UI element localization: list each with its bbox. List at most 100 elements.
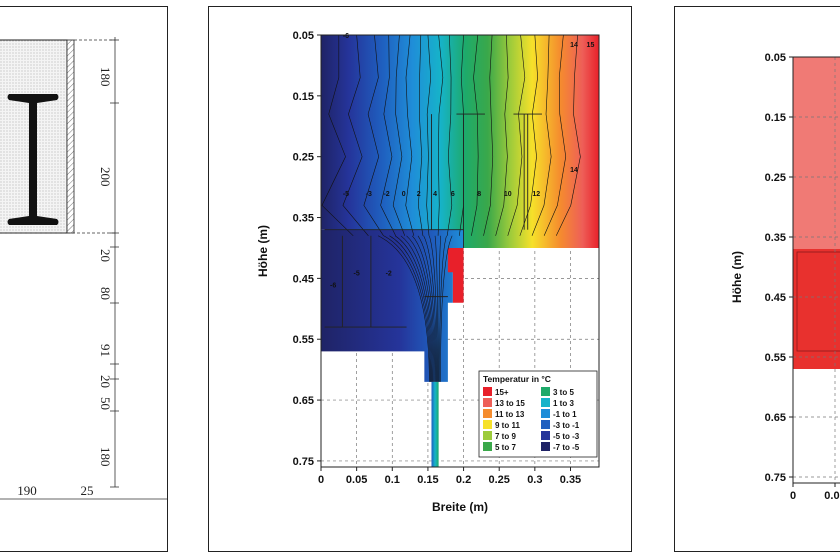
legend-box bbox=[478, 370, 598, 458]
x-tick-label: 0 bbox=[790, 490, 796, 502]
y-tick-label: 0.65 bbox=[765, 412, 786, 424]
contour-line bbox=[417, 35, 424, 236]
cross-section-panel: 180 200 20 80 91 20 50 180 190 25 bbox=[0, 6, 168, 552]
legend-label: 7 to 9 bbox=[495, 432, 516, 441]
dim-label: 20 bbox=[98, 375, 113, 388]
temperature-field-core bbox=[793, 249, 840, 369]
y-tick-label: 0.55 bbox=[293, 334, 314, 346]
contour-line bbox=[437, 35, 444, 236]
contour-label: 14 bbox=[570, 42, 578, 49]
contour-line bbox=[392, 35, 406, 236]
contour-label: 6 bbox=[451, 191, 455, 198]
x-tick-label: 0.3 bbox=[527, 474, 542, 486]
legend-swatch bbox=[483, 398, 492, 407]
y-tick-label: 0.15 bbox=[293, 91, 314, 103]
x-tick-label: 0.15 bbox=[417, 474, 438, 486]
contour-line bbox=[412, 235, 435, 382]
y-tick-label: 0.55 bbox=[765, 352, 786, 364]
contour-label: 2 bbox=[417, 191, 421, 198]
contour-line bbox=[426, 35, 432, 236]
x-tick-label: 0.2 bbox=[456, 474, 471, 486]
contour-label: -2 bbox=[386, 270, 392, 277]
contour-line bbox=[405, 35, 415, 236]
contour-line bbox=[383, 235, 431, 382]
cross-section-drawing: 180 200 20 80 91 20 50 180 190 25 bbox=[0, 37, 167, 500]
legend-label: 5 to 7 bbox=[495, 443, 516, 452]
x-tick-label: 0.35 bbox=[560, 474, 581, 486]
legend-label: -5 to -3 bbox=[553, 432, 580, 441]
y-axis-label: Höhe (m) bbox=[256, 225, 270, 277]
contour-line bbox=[342, 35, 369, 236]
y-tick-label: 0.45 bbox=[293, 273, 314, 285]
legend-swatch bbox=[483, 420, 492, 429]
dim-label: 190 bbox=[17, 483, 37, 498]
x-tick-label: 0.05 bbox=[824, 490, 840, 502]
legend-label: -7 to -5 bbox=[553, 443, 580, 452]
second-contour-panel: 0.05 0.15 0.25 0.35 0.45 0.55 0.65 0.75 0 0.05 Hö… bbox=[674, 6, 840, 552]
y-axis-label: Höhe (m) bbox=[730, 251, 744, 303]
legend-swatch bbox=[541, 387, 550, 396]
legend-label: 3 to 5 bbox=[553, 388, 574, 397]
contour-line bbox=[363, 35, 384, 236]
dim-label: 200 bbox=[98, 167, 113, 187]
y-tick-label: 0.35 bbox=[765, 232, 786, 244]
y-tick-label: 0.45 bbox=[765, 292, 786, 304]
structure-outline bbox=[796, 251, 840, 352]
legend-swatch bbox=[541, 409, 550, 418]
legend-label: 13 to 15 bbox=[495, 399, 525, 408]
contour-line bbox=[429, 235, 438, 382]
contour-label: -3 bbox=[366, 191, 372, 198]
temperature-field-stem bbox=[431, 381, 439, 467]
y-tick-label: 0.05 bbox=[293, 30, 314, 42]
y-tick-label: 0.35 bbox=[293, 213, 314, 225]
dim-label: 25 bbox=[81, 483, 94, 498]
dim-label: 20 bbox=[98, 249, 113, 262]
contour-line bbox=[555, 35, 581, 236]
legend-swatch bbox=[541, 431, 550, 440]
legend-swatch bbox=[541, 420, 550, 429]
y-tick-label: 0.75 bbox=[765, 472, 786, 484]
contour-line bbox=[438, 235, 442, 382]
y-tick-label: 0.25 bbox=[293, 152, 314, 164]
contour-label: 4 bbox=[433, 191, 437, 198]
contour-label: 0 bbox=[402, 191, 406, 198]
contour-line bbox=[423, 235, 437, 382]
y-tick-label: 0.75 bbox=[293, 456, 314, 468]
x-tick-label: 0.05 bbox=[346, 474, 367, 486]
contour-line bbox=[440, 235, 453, 382]
contour-label: -2 bbox=[383, 191, 389, 198]
legend-swatch bbox=[483, 431, 492, 440]
contour-line bbox=[406, 235, 434, 382]
contour-line bbox=[507, 35, 526, 236]
legend-swatch bbox=[483, 387, 492, 396]
dim-label: 180 bbox=[98, 447, 113, 467]
contour-label: -6 bbox=[343, 33, 349, 40]
x-axis-label: Breite (m) bbox=[432, 500, 488, 514]
legend-swatch bbox=[483, 442, 492, 451]
contour-line bbox=[471, 35, 479, 236]
contour-line bbox=[400, 235, 434, 382]
contour-line bbox=[434, 235, 439, 382]
contour-label: -5 bbox=[343, 191, 349, 198]
dim-label: 50 bbox=[98, 397, 113, 410]
contour-line bbox=[377, 235, 430, 382]
contour-label: 8 bbox=[477, 191, 481, 198]
contour-label: -5 bbox=[354, 270, 360, 277]
contour-line bbox=[495, 35, 509, 236]
legend-label: 9 to 11 bbox=[495, 421, 520, 430]
legend-label: -3 to -1 bbox=[553, 421, 580, 430]
legend-swatch bbox=[483, 409, 492, 418]
contour-line bbox=[543, 35, 567, 236]
y-tick-label: 0.25 bbox=[765, 172, 786, 184]
contour-line bbox=[531, 35, 552, 236]
legend-label: 11 to 13 bbox=[495, 410, 525, 419]
contour-line bbox=[321, 35, 354, 237]
temperature-contour-panel: -6 14 15 -5 -3 -2 0 2 4 6 8 10 12 14 -6 -5 -2 0 0.05 0.1 0.… bbox=[208, 6, 632, 552]
contour-label: -6 bbox=[330, 282, 336, 289]
temperature-field-upper bbox=[321, 35, 599, 248]
dim-label: 80 bbox=[98, 287, 113, 300]
x-tick-label: 0.25 bbox=[488, 474, 509, 486]
contour-line bbox=[417, 235, 436, 382]
dim-label: 180 bbox=[98, 67, 113, 87]
contour-line bbox=[394, 235, 433, 382]
